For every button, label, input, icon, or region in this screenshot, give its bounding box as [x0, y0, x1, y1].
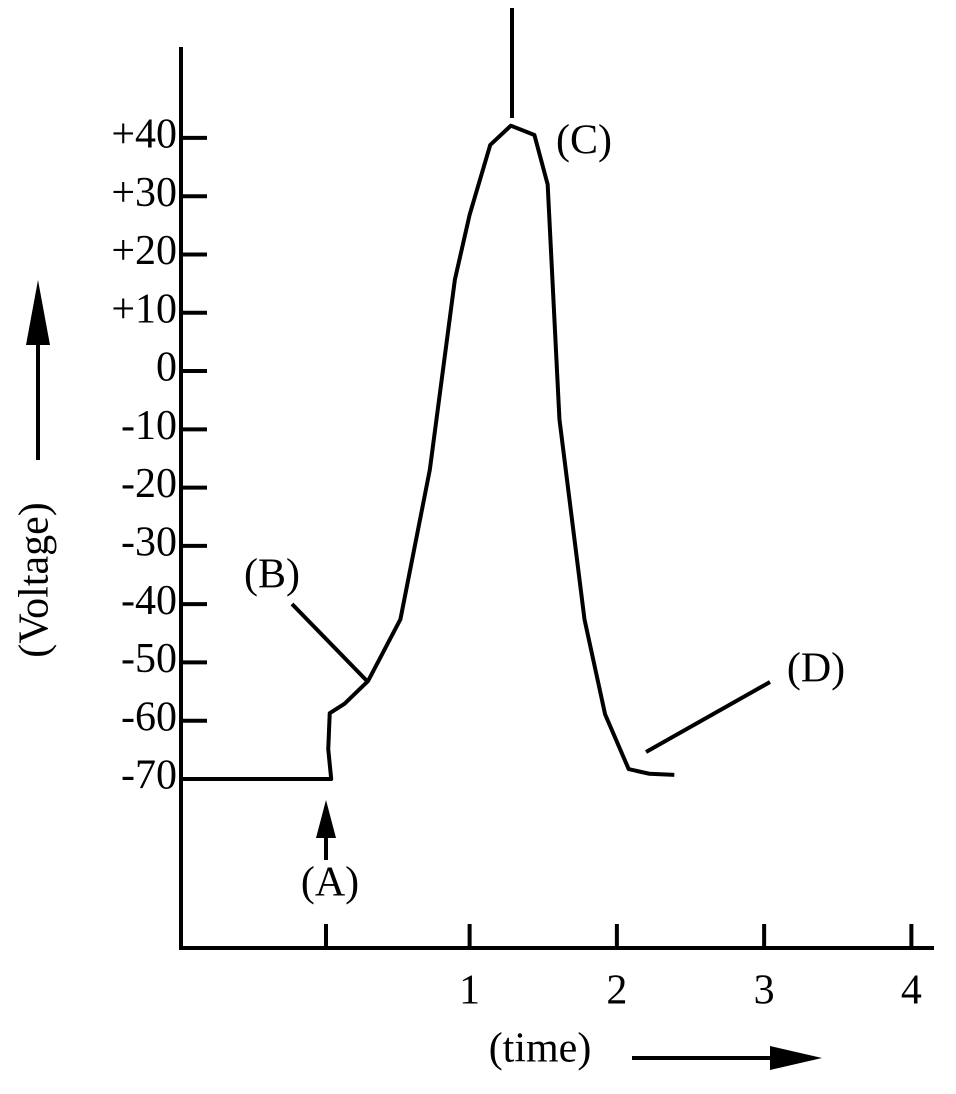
- y-tick-label: +10: [111, 286, 177, 332]
- y-tick-label: -20: [121, 461, 177, 507]
- y-tick-label: -10: [121, 403, 177, 449]
- y-tick-label: -50: [121, 636, 177, 682]
- y-tick-label: -40: [121, 578, 177, 624]
- annotation: (C): [556, 118, 612, 164]
- voltage-curve: [181, 123, 675, 781]
- leader-b: [290, 602, 370, 684]
- x-tick-label: 2: [606, 968, 627, 1014]
- y-tick-label: +30: [111, 170, 177, 216]
- y-tick-label: -70: [121, 753, 177, 799]
- y-tick-label: 0: [156, 345, 177, 391]
- annotation: (A): [301, 860, 359, 906]
- x-tick-label: 3: [754, 968, 775, 1014]
- y-tick-label: -30: [121, 520, 177, 566]
- y-arrow-head: [26, 280, 50, 345]
- leader-d: [645, 680, 771, 754]
- arrow-a-head: [316, 800, 336, 838]
- y-tick-label: +20: [111, 228, 177, 274]
- annotation: (B): [244, 552, 300, 598]
- x-axis-label: (time): [489, 1026, 592, 1072]
- y-tick-label: -60: [121, 694, 177, 740]
- x-arrow-head: [770, 1046, 822, 1070]
- y-tick-label: +40: [111, 112, 177, 158]
- y-axis-label: (Voltage): [12, 502, 58, 658]
- annotation: (D): [787, 646, 845, 692]
- x-tick-label: 1: [459, 968, 480, 1014]
- x-tick-label: 4: [901, 968, 922, 1014]
